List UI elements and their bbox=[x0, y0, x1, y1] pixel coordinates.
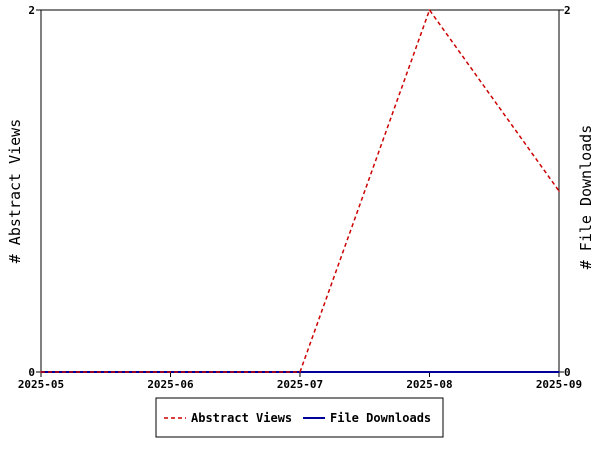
x-tick-label: 2025-09 bbox=[536, 378, 582, 391]
data-point bbox=[428, 9, 431, 11]
y-right-tick-label: 2 bbox=[564, 4, 571, 17]
data-point bbox=[428, 371, 431, 373]
x-tick-label: 2025-06 bbox=[147, 378, 194, 391]
legend-box bbox=[155, 397, 444, 438]
plot-area bbox=[40, 9, 560, 373]
series-lines bbox=[40, 8, 560, 373]
x-tick-label: 2025-05 bbox=[18, 378, 64, 391]
legend-label-abstract-views: Abstract Views bbox=[191, 411, 292, 425]
data-point bbox=[558, 190, 560, 192]
data-point bbox=[558, 371, 560, 373]
x-tick-label: 2025-08 bbox=[406, 378, 452, 391]
y-left-axis-title: # Abstract Views bbox=[6, 119, 24, 264]
y-right-axis-title: # File Downloads bbox=[577, 125, 595, 270]
legend: Abstract Views File Downloads bbox=[155, 397, 444, 438]
y-left-tick-label: 2 bbox=[28, 4, 35, 17]
data-point bbox=[169, 371, 172, 373]
data-point bbox=[299, 371, 301, 373]
x-axis: 2025-05 2025-06 2025-07 2025-08 2025-09 bbox=[18, 372, 582, 391]
y-left-tick-label: 0 bbox=[28, 366, 35, 379]
x-tick-label: 2025-07 bbox=[277, 378, 323, 391]
y-left-axis: 02 bbox=[28, 4, 41, 379]
y-right-axis: 02 bbox=[559, 4, 571, 379]
y-right-tick-label: 0 bbox=[564, 366, 571, 379]
legend-label-file-downloads: File Downloads bbox=[330, 411, 431, 425]
data-point bbox=[40, 371, 42, 373]
